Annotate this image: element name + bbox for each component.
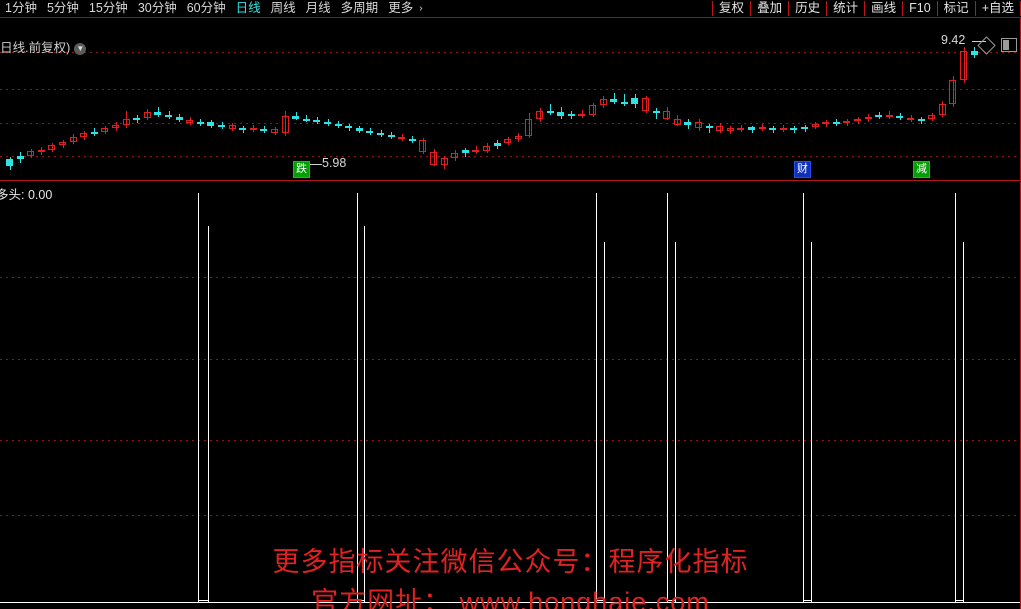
top-toolbar: 1分钟 5分钟 15分钟 30分钟 60分钟 日线 周线 月线 多周期 更多 › 复权 叠加 历史 统计画… — [0, 0, 1021, 18]
function-button-group: 复权 叠加 历史 统计 画线 F10 标记 +自选 — [712, 0, 1021, 17]
period-tab-4[interactable]: 60分钟 — [186, 1, 226, 15]
price-gridline-2 — [0, 123, 1021, 124]
period-tab-5[interactable]: 日线 — [235, 1, 261, 15]
low-price-label: 5.98 — [322, 156, 347, 170]
indicator-gridline-0 — [0, 277, 1021, 278]
price-gridline-0 — [0, 52, 1021, 53]
indicator-spike-3 — [364, 225, 365, 602]
marker-fall: 跌 — [293, 161, 310, 178]
period-tab-2[interactable]: 15分钟 — [88, 1, 128, 15]
price-chart-pane[interactable]: (日线.前复权) ▼ 跌 财 减 5.98 9.42 — [0, 18, 1021, 181]
function-button-1[interactable]: 叠加 — [750, 1, 788, 16]
high-leader-line — [972, 41, 986, 42]
indicator-spike-1 — [208, 225, 209, 602]
period-tab-3[interactable]: 30分钟 — [137, 1, 177, 15]
period-tab-group: 1分钟 5分钟 15分钟 30分钟 60分钟 日线 周线 月线 多周期 更多 › — [0, 0, 426, 17]
marker-cai: 财 — [794, 161, 811, 178]
period-tab-1[interactable]: 5分钟 — [46, 1, 79, 15]
price-gridline-1 — [0, 89, 1021, 90]
function-button-5[interactable]: F10 — [902, 1, 937, 16]
function-button-4[interactable]: 画线 — [864, 1, 902, 16]
period-tab-9[interactable]: 更多 — [388, 1, 414, 15]
indicator-pane[interactable]: 多头: 0.00 更多指标关注微信公众号：程序化指标 官方网址： www.hon… — [0, 182, 1021, 609]
indicator-spike-base-11 — [955, 600, 964, 601]
indicator-spike-base-7 — [667, 600, 676, 601]
function-button-7[interactable]: +自选 — [974, 1, 1021, 16]
high-price-label: 9.42 — [941, 33, 966, 47]
price-pane-title[interactable]: (日线.前复权) ▼ — [0, 37, 87, 56]
price-pane-title-label: (日线.前复权) — [0, 41, 71, 55]
chevron-down-icon[interactable]: ▼ — [74, 42, 87, 55]
function-button-2[interactable]: 历史 — [788, 1, 826, 16]
indicator-gridline-2 — [0, 440, 1021, 441]
indicator-spike-6 — [667, 193, 668, 602]
indicator-spike-10 — [955, 193, 956, 602]
period-tab-0[interactable]: 1分钟 — [5, 1, 37, 15]
period-tab-6[interactable]: 周线 — [270, 1, 296, 15]
period-tab-8[interactable]: 多周期 — [340, 1, 379, 15]
price-gridline-3 — [0, 156, 1021, 157]
indicator-gridline-1 — [0, 359, 1021, 360]
low-leader-line — [310, 164, 322, 165]
indicator-spike-base-5 — [596, 600, 605, 601]
indicator-title: 多头: 0.00 — [0, 188, 53, 202]
indicator-spike-7 — [675, 242, 676, 602]
pane-corner-icons — [977, 35, 1017, 55]
indicator-spike-8 — [803, 193, 804, 602]
indicator-spike-base-3 — [357, 600, 365, 601]
indicator-baseline — [0, 602, 1021, 603]
watermark-line-1: 更多指标关注微信公众号：程序化指标 — [272, 547, 749, 577]
indicator-gridline-3 — [0, 515, 1021, 516]
pane-separator — [0, 180, 1021, 181]
indicator-spike-5 — [604, 242, 605, 602]
indicator-spike-9 — [811, 242, 812, 602]
indicator-spike-11 — [963, 242, 964, 602]
watermark-line-2: 官方网址： www.honghaie.com — [311, 587, 710, 609]
chevron-right-icon[interactable]: › — [419, 3, 423, 14]
indicator-spike-base-9 — [803, 600, 812, 601]
function-button-6[interactable]: 标记 — [936, 1, 975, 16]
indicator-spike-4 — [596, 193, 597, 602]
marker-jian: 减 — [913, 161, 930, 178]
diamond-icon[interactable] — [977, 35, 996, 55]
indicator-spike-0 — [198, 193, 199, 602]
indicator-spike-base-1 — [198, 600, 209, 601]
function-button-3[interactable]: 统计 — [826, 1, 864, 16]
function-button-0[interactable]: 复权 — [712, 1, 750, 16]
indicator-spike-2 — [357, 193, 358, 602]
period-tab-7[interactable]: 月线 — [305, 1, 331, 15]
panel-layout-icon[interactable] — [1001, 38, 1017, 52]
